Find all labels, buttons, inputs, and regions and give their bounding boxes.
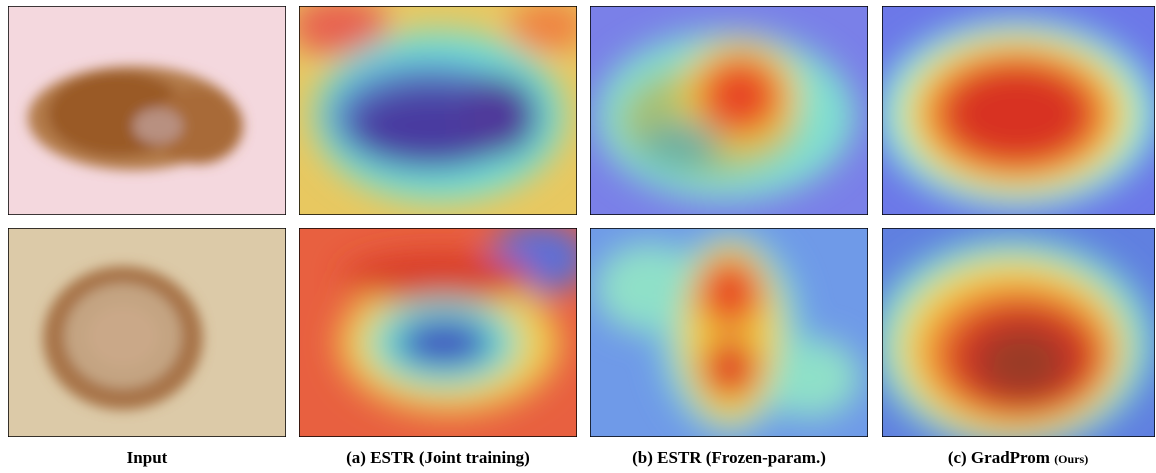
figure: Input (a) ESTR (Joint training) (b) ESTR… — [0, 0, 1156, 468]
caption-text: (c) GradProm — [948, 448, 1050, 467]
heatmap-a-1 — [289, 0, 589, 215]
input-image-1 — [8, 6, 286, 215]
page: Input (a) ESTR (Joint training) (b) ESTR… — [0, 0, 1156, 468]
caption-text: (b) ESTR (Frozen-param.) — [632, 448, 826, 467]
caption-note: (Ours) — [1054, 452, 1088, 466]
heatmap-a-2 — [299, 223, 589, 437]
caption: (c) GradProm (Ours) — [948, 448, 1088, 467]
heatmap-c-1 — [877, 6, 1156, 215]
heatmap-c-2 — [872, 228, 1155, 448]
input-image-2 — [8, 228, 286, 437]
heatmap-b-2 — [590, 228, 868, 437]
caption: (a) ESTR (Joint training) — [346, 448, 530, 467]
caption: Input — [127, 448, 168, 467]
caption-text: Input — [127, 448, 168, 467]
caption-text: (a) ESTR (Joint training) — [346, 448, 530, 467]
heatmap-b-1 — [590, 6, 868, 215]
caption: (b) ESTR (Frozen-param.) — [632, 448, 826, 467]
